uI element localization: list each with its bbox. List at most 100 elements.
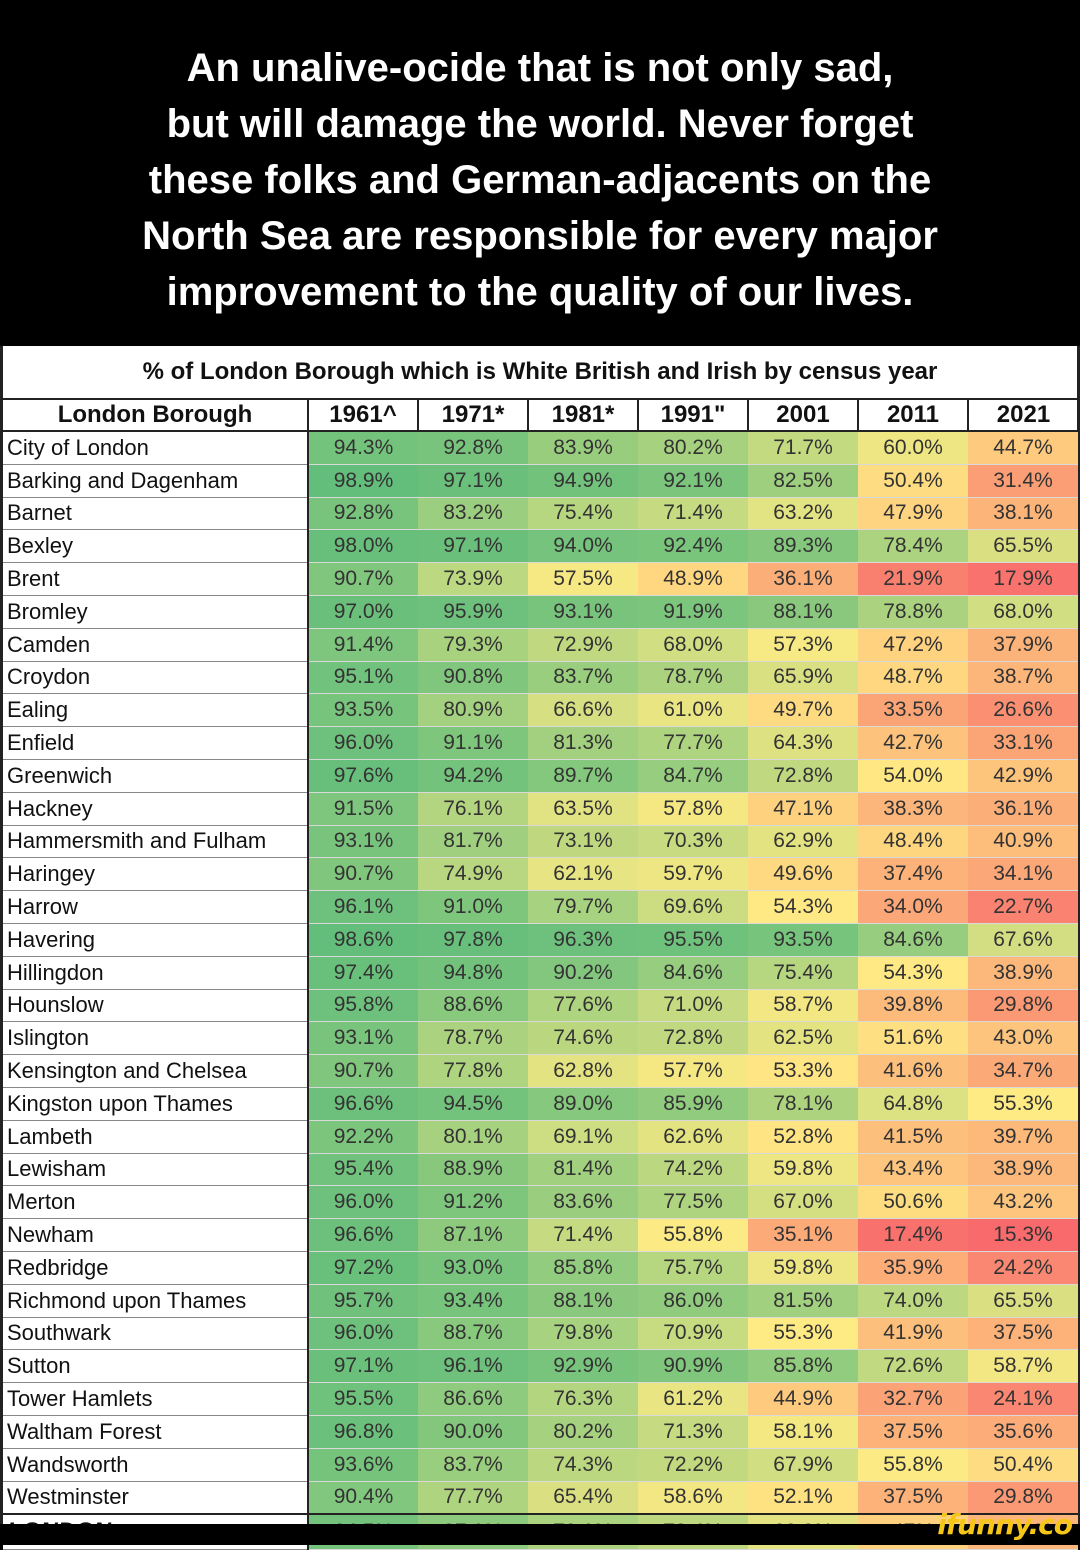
percent-cell: 94.0% — [528, 529, 638, 564]
percent-cell: 72.8% — [748, 759, 858, 793]
percent-cell: 94.5% — [418, 1087, 528, 1121]
percent-cell: 78.1% — [748, 1087, 858, 1121]
percent-cell: 93.1% — [308, 1021, 418, 1056]
percent-cell: 96.0% — [308, 726, 418, 760]
percent-cell: 32.7% — [858, 1382, 968, 1416]
percent-cell: 85.9% — [638, 1087, 748, 1121]
table-row: Redbridge 97.2% 93.0% 85.8% 75.7% 59.8% 35.9% 2… — [3, 1251, 1078, 1285]
table-row: Haringey 90.7% 74.9% 62.1% 59.7% 49.6% 37.4% 34… — [3, 857, 1078, 892]
percent-cell: 97.8% — [418, 923, 528, 957]
percent-cell: 57.7% — [638, 1054, 748, 1088]
percent-cell: 57.5% — [528, 562, 638, 596]
percent-cell: 98.9% — [308, 464, 418, 498]
caption-line: North Sea are responsible for every majo… — [142, 214, 938, 258]
percent-cell: 92.9% — [528, 1349, 638, 1384]
table-row: Harrow 96.1% 91.0% 79.7% 69.6% 54.3% 34.0% 22.7… — [3, 890, 1078, 924]
percent-cell: 47.9% — [858, 497, 968, 531]
percent-cell: 89.0% — [528, 1087, 638, 1121]
percent-cell: 93.5% — [308, 693, 418, 728]
percent-cell: 54.3% — [858, 956, 968, 990]
table-row: Greenwich 97.6% 94.2% 89.7% 84.7% 72.8% 54.0% 4… — [3, 759, 1078, 793]
percent-cell: 63.5% — [528, 792, 638, 826]
percent-cell: 75.4% — [748, 956, 858, 990]
percent-cell: 78.4% — [858, 529, 968, 564]
percent-cell: 79.7% — [528, 890, 638, 924]
percent-cell: 38.9% — [968, 1153, 1078, 1187]
percent-cell: 74.6% — [528, 1021, 638, 1056]
percent-cell: 65.4% — [528, 1481, 638, 1515]
percent-cell: 84.6% — [638, 956, 748, 990]
borough-name: Sutton — [3, 1349, 309, 1384]
borough-name: Ealing — [3, 693, 309, 728]
borough-name: Lewisham — [3, 1153, 309, 1187]
percent-cell: 80.2% — [638, 431, 748, 465]
table-row: Hillingdon 97.4% 94.8% 90.2% 84.6% 75.4% 54.3%… — [3, 956, 1078, 990]
percent-cell: 69.6% — [638, 890, 748, 924]
percent-cell: 55.8% — [638, 1218, 748, 1252]
percent-cell: 62.6% — [638, 1120, 748, 1154]
percent-cell: 97.2% — [308, 1251, 418, 1285]
percent-cell: 90.0% — [418, 1415, 528, 1449]
borough-name: Hounslow — [3, 989, 309, 1023]
percent-cell: 26.6% — [968, 693, 1078, 728]
header-year: 2011 — [858, 400, 969, 432]
borough-name: Camden — [3, 628, 309, 662]
percent-cell: 48.4% — [858, 825, 968, 859]
percent-cell: 69.1% — [528, 1120, 638, 1154]
caption-line: An unalive-ocide that is not only sad, — [186, 46, 894, 90]
percent-cell: 74.2% — [638, 1153, 748, 1187]
percent-cell: 43.2% — [968, 1185, 1078, 1220]
borough-name: Southwark — [3, 1317, 309, 1351]
percent-cell: 85.8% — [748, 1349, 858, 1384]
percent-cell: 43.0% — [968, 1021, 1078, 1056]
percent-cell: 89.3% — [748, 529, 858, 564]
percent-cell: 96.3% — [528, 923, 638, 957]
borough-name: Greenwich — [3, 759, 309, 793]
percent-cell: 90.8% — [418, 661, 528, 695]
percent-cell: 36.1% — [748, 562, 858, 596]
percent-cell: 34.0% — [858, 890, 968, 924]
percent-cell: 90.2% — [528, 956, 638, 990]
percent-cell: 71.3% — [638, 1415, 748, 1449]
table-row: Kensington and Chelsea 90.7% 77.8% 62.8% 57.… — [3, 1054, 1078, 1088]
percent-cell: 91.0% — [418, 890, 528, 924]
header-borough: London Borough — [3, 400, 309, 432]
percent-cell: 61.0% — [638, 693, 748, 728]
table-row: Lewisham 95.4% 88.9% 81.4% 74.2% 59.8% 43.4% 38… — [3, 1153, 1078, 1187]
percent-cell: 58.7% — [748, 989, 858, 1023]
percent-cell: 87.1% — [418, 1218, 528, 1252]
percent-cell: 63.2% — [748, 497, 858, 531]
percent-cell: 83.7% — [528, 661, 638, 695]
percent-cell: 81.3% — [528, 726, 638, 760]
borough-name: Kingston upon Thames — [3, 1087, 309, 1121]
percent-cell: 92.2% — [308, 1120, 418, 1154]
percent-cell: 94.9% — [528, 464, 638, 498]
borough-name: City of London — [3, 431, 309, 465]
percent-cell: 49.7% — [748, 693, 858, 728]
percent-cell: 41.6% — [858, 1054, 968, 1088]
table-title: % of London Borough which is White Briti… — [3, 346, 1077, 400]
header-year: 1961^ — [308, 400, 419, 432]
percent-cell: 34.7% — [968, 1054, 1078, 1088]
borough-name: Islington — [3, 1021, 309, 1056]
header-row: London Borough 1961^ 1971* 1981* 1991" 2… — [3, 400, 1078, 432]
percent-cell: 77.7% — [418, 1481, 528, 1515]
percent-cell: 83.7% — [418, 1448, 528, 1482]
percent-cell: 91.4% — [308, 628, 418, 662]
percent-cell: 55.8% — [858, 1448, 968, 1482]
percent-cell: 62.8% — [528, 1054, 638, 1088]
header-year: 1971* — [418, 400, 529, 432]
percent-cell: 93.1% — [308, 825, 418, 859]
percent-cell: 95.4% — [308, 1153, 418, 1187]
table-row: Ealing 93.5% 80.9% 66.6% 61.0% 49.7% 33.5% 26.6… — [3, 693, 1078, 728]
percent-cell: 92.8% — [308, 497, 418, 531]
percent-cell: 17.9% — [968, 562, 1078, 596]
percent-cell: 64.8% — [858, 1087, 968, 1121]
percent-cell: 68.0% — [968, 595, 1078, 629]
borough-name: Barking and Dagenham — [3, 464, 309, 498]
percent-cell: 65.9% — [748, 661, 858, 695]
percent-cell: 86.0% — [638, 1284, 748, 1318]
table-row: Wandsworth 93.6% 83.7% 74.3% 72.2% 67.9% 55.8%… — [3, 1448, 1078, 1482]
percent-cell: 92.8% — [418, 431, 528, 465]
table-row: Islington 93.1% 78.7% 74.6% 72.8% 62.5% 51.6% 4… — [3, 1021, 1078, 1056]
